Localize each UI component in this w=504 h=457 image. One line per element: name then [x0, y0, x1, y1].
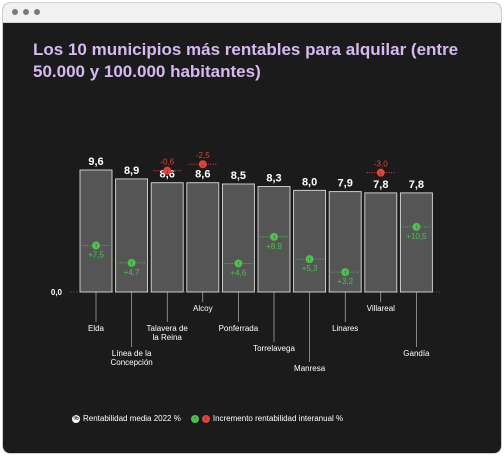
- arrow-up-icon: ↑: [190, 414, 199, 423]
- value-label-7: 8,0: [302, 176, 317, 188]
- y-zero-label: 0,0: [51, 288, 63, 297]
- bar-5: [221, 183, 255, 293]
- change-marker-8: [341, 268, 350, 277]
- category-label-8: Linares: [332, 324, 358, 333]
- change-marker-4: [198, 160, 207, 169]
- arrow-up-icon: ↑: [308, 257, 311, 263]
- bar-7: [293, 189, 327, 293]
- change-marker-9: [376, 168, 385, 177]
- value-label-8: 7,9: [338, 178, 353, 190]
- percent-icon: %: [72, 414, 80, 423]
- change-marker-10: [412, 222, 421, 231]
- arrow-down-icon: ↓: [201, 414, 210, 423]
- change-label-10: +10,5: [406, 232, 427, 241]
- arrow-down-icon: ↓: [201, 162, 204, 168]
- bar-10: [399, 192, 433, 293]
- bar-1: [79, 169, 113, 293]
- change-label-9: -3,0: [374, 160, 388, 169]
- change-marker-3: [163, 166, 172, 175]
- category-label-7: Manresa: [294, 364, 326, 373]
- value-label-10: 7,8: [409, 179, 424, 191]
- value-label-2: 8,9: [124, 165, 139, 177]
- value-label-6: 8,3: [266, 173, 281, 185]
- value-label-4: 8,6: [195, 169, 210, 181]
- window-titlebar: [3, 3, 501, 23]
- legend-secondary: Incremento rentabilidad interanual %: [212, 414, 344, 423]
- category-label-10: Gandía: [403, 349, 430, 358]
- category-label-5: Ponferrada: [219, 324, 259, 333]
- legend-primary: Rentabilidad media 2022 %: [83, 414, 181, 423]
- arrow-up-icon: ↑: [273, 235, 276, 241]
- change-label-7: +5,3: [302, 264, 318, 273]
- arrow-up-icon: ↑: [237, 262, 240, 268]
- arrow-up-icon: ↑: [415, 225, 418, 231]
- chart-title: Los 10 municipios más rentables para alq…: [33, 40, 459, 81]
- change-label-2: +4,7: [124, 268, 140, 277]
- value-label-1: 9,6: [88, 156, 103, 168]
- change-label-3: -0,6: [160, 158, 174, 167]
- arrow-up-icon: ↑: [344, 270, 347, 276]
- value-label-5: 8,5: [231, 170, 246, 182]
- arrow-up-icon: ↑: [130, 261, 133, 267]
- arrow-down-icon: ↓: [166, 169, 169, 175]
- bar-4: [186, 182, 220, 293]
- category-label-2: Línea de la: [112, 349, 152, 358]
- window-dot-1[interactable]: [12, 9, 18, 15]
- category-label-3: Talavera de: [147, 324, 189, 333]
- bar-9: [364, 192, 398, 293]
- chart-legend: % Rentabilidad media 2022 % ↑ ↓ Incremen…: [72, 414, 343, 423]
- category-label-3: la Reina: [153, 333, 183, 342]
- category-label-2: Concepción: [110, 358, 152, 367]
- change-marker-2: [127, 258, 136, 267]
- window-dot-3[interactable]: [34, 9, 40, 15]
- change-marker-7: [305, 255, 314, 264]
- arrow-up-icon: ↑: [95, 244, 98, 250]
- change-label-8: +3,2: [337, 277, 353, 286]
- category-label-9: Villareal: [367, 304, 396, 313]
- category-label-1: Elda: [88, 324, 105, 333]
- change-label-4: -2,5: [196, 151, 210, 160]
- change-marker-1: [92, 241, 100, 250]
- category-label-4: Alcoy: [193, 304, 213, 313]
- value-label-9: 7,8: [373, 179, 388, 191]
- change-marker-6: [270, 232, 278, 241]
- arrow-down-icon: ↓: [379, 171, 382, 177]
- window-dot-2[interactable]: [23, 9, 29, 15]
- change-marker-5: [234, 259, 243, 268]
- change-label-1: +7,5: [88, 251, 104, 260]
- bar-3: [150, 182, 184, 293]
- category-label-6: Torrelavega: [253, 344, 295, 353]
- change-label-6: +8,9: [266, 242, 282, 251]
- change-label-5: +4,6: [231, 268, 247, 277]
